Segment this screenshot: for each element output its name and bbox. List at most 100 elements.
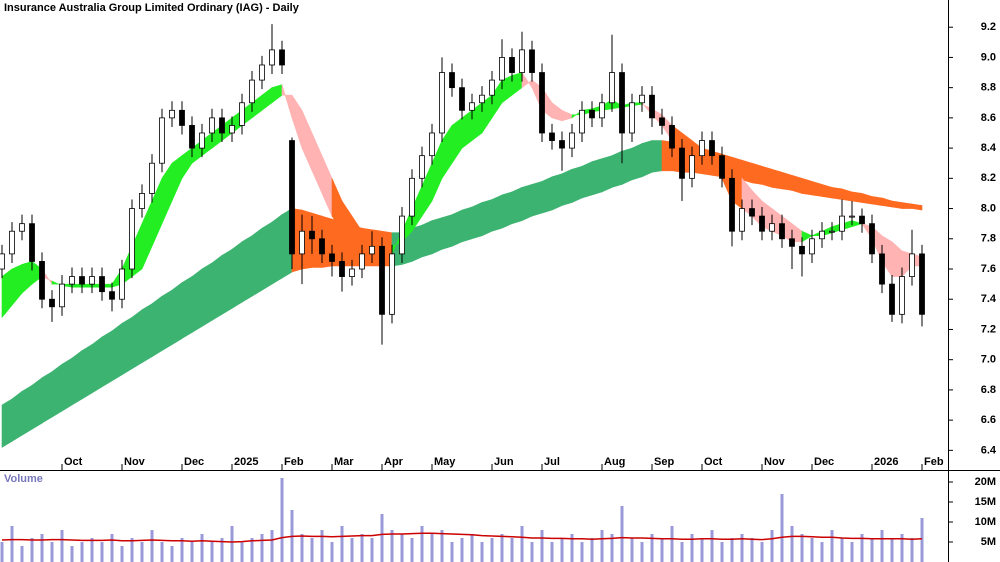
y-tick-label: 8.6 — [981, 112, 996, 124]
candle-body — [659, 117, 665, 126]
candle-body — [589, 109, 595, 119]
volume-bar — [150, 530, 154, 562]
candle-body — [329, 253, 335, 262]
volume-bar — [90, 538, 94, 562]
candle-body — [539, 72, 545, 134]
candle-body — [239, 102, 245, 126]
long-band — [111, 322, 123, 382]
long-band — [81, 344, 93, 400]
long-band — [431, 217, 443, 255]
long-band — [21, 384, 33, 436]
long-band — [511, 186, 523, 225]
candle-body — [379, 245, 385, 315]
volume-bar — [250, 538, 254, 562]
candle-body — [369, 245, 375, 255]
volume-bar — [910, 538, 914, 562]
candle-body — [739, 208, 745, 232]
volume-bar — [760, 542, 764, 562]
volume-bar — [110, 534, 114, 562]
volume-bar — [570, 534, 574, 562]
volume-bar — [370, 538, 374, 562]
candle-body — [719, 155, 725, 179]
candle-body — [799, 245, 805, 255]
y-tick-label: 7.2 — [981, 323, 996, 335]
candle-body — [529, 49, 535, 73]
volume-bar — [320, 530, 324, 562]
volume-bar — [220, 538, 224, 562]
candle-body — [129, 208, 135, 270]
x-tick-label: Dec — [184, 456, 204, 468]
candle-body — [809, 238, 815, 255]
candle-body — [19, 223, 25, 232]
long-band — [1, 398, 13, 448]
candle-body — [609, 72, 615, 104]
candle-body — [0, 253, 5, 270]
candle-body — [309, 230, 315, 240]
y-tick-label: 5M — [981, 536, 996, 548]
candle-body — [579, 109, 585, 134]
volume-bar — [190, 542, 194, 562]
long-band — [11, 390, 23, 442]
x-tick-label: Nov — [124, 456, 146, 468]
volume-bar — [40, 534, 44, 562]
volume-bar — [50, 542, 54, 562]
long-band — [421, 220, 433, 258]
volume-bar — [770, 530, 774, 562]
candle-body — [709, 140, 715, 157]
candle-body — [819, 230, 825, 240]
volume-bar — [870, 538, 874, 562]
volume-bar — [360, 534, 364, 562]
volume-bar — [680, 542, 684, 562]
volume-bar — [530, 542, 534, 562]
chart-title: Insurance Australia Group Limited Ordina… — [4, 2, 300, 14]
volume-bar — [600, 530, 604, 562]
candle-body — [269, 49, 275, 66]
long-band — [831, 187, 843, 200]
volume-bar — [610, 534, 614, 562]
candle-body — [149, 162, 155, 194]
volume-bar — [440, 530, 444, 562]
long-band — [541, 176, 553, 214]
volume-bar — [500, 534, 504, 562]
long-band — [131, 309, 143, 370]
candle-body — [729, 177, 735, 232]
volume-title: Volume — [4, 473, 43, 485]
candle-body — [869, 223, 875, 255]
long-band — [441, 214, 453, 250]
x-tick-label: Feb — [924, 456, 944, 468]
volume-bar — [170, 546, 174, 562]
y-tick-label: 8.2 — [981, 172, 996, 184]
volume-bar — [130, 538, 134, 562]
long-band — [161, 289, 173, 352]
x-tick-label: May — [434, 456, 456, 468]
long-band — [101, 330, 113, 388]
short-band — [71, 283, 83, 288]
long-band — [481, 199, 493, 237]
candle-body — [9, 230, 15, 255]
long-band — [741, 159, 753, 184]
y-tick-label: 15M — [975, 496, 996, 508]
long-band — [61, 357, 73, 412]
long-band — [561, 168, 573, 206]
volume-ma-line — [1, 532, 923, 543]
y-tick-label: 9.2 — [981, 21, 996, 33]
x-tick-label: Aug — [604, 456, 625, 468]
volume-bar — [660, 538, 664, 562]
long-band — [591, 158, 603, 196]
x-tick-label: Feb — [284, 456, 304, 468]
volume-bar — [30, 538, 34, 562]
long-band — [261, 221, 273, 291]
long-band — [911, 203, 923, 211]
y-tick-label: 8.8 — [981, 82, 996, 94]
volume-bar — [390, 530, 394, 562]
volume-bar — [420, 526, 424, 562]
y-tick-label: 6.4 — [981, 444, 997, 456]
candle-body — [79, 276, 85, 285]
long-band — [611, 150, 623, 188]
volume-bar — [180, 538, 184, 562]
long-band — [271, 213, 283, 285]
candle-body — [779, 223, 785, 240]
candle-body — [509, 57, 515, 73]
volume-bar — [240, 542, 244, 562]
candle-body — [919, 253, 925, 315]
